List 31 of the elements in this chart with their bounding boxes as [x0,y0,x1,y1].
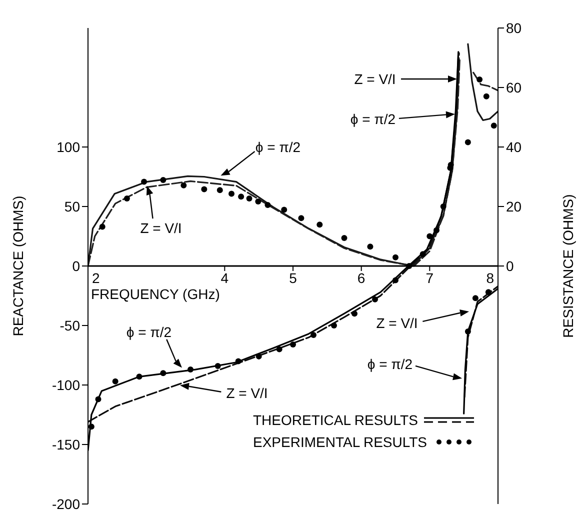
legend-label: EXPERIMENTAL RESULTS [253,433,428,452]
y2-axis-title: RESISTANCE (OHMS) [560,194,576,338]
annotation: ϕ = π/2 [350,111,396,127]
y-tick-label: -50 [60,317,80,334]
x-tick-label: 6 [357,270,366,286]
annotation: ϕ = π/2 [255,139,301,155]
y-tick-label: 0 [72,258,80,274]
y2-tick-label: 0 [506,258,514,274]
y-tick-label: 100 [56,138,80,155]
legend-label: THEORETICAL RESULTS [253,411,418,430]
y2-tick-label: 20 [506,198,522,214]
y2-tick-label: 80 [506,20,522,36]
y-axis-title: REACTANCE (OHMS) [10,196,26,336]
x-tick-label: 2 [92,270,100,286]
annotation: Z = V/I [376,315,418,331]
annotation: ϕ = π/2 [367,356,413,372]
y-tick-label: 50 [64,198,80,214]
annotation: Z = V/I [140,220,182,236]
x-tick-label: 7 [426,270,434,286]
y2-tick-label: 60 [506,79,522,96]
annotation: Z = V/I [354,71,396,87]
x-tick-label: 4 [220,270,229,286]
y2-tick-label: 40 [506,138,522,155]
x-tick-label: 8 [486,270,494,286]
y-tick-label: -150 [52,436,80,452]
x-tick-label: 5 [289,270,298,286]
annotation: Z = V/I [226,385,268,401]
annotation: ϕ = π/2 [126,324,172,340]
y-tick-label: -200 [52,496,80,512]
x-axis-title: FREQUENCY (GHz) [91,286,220,302]
y-tick-label: -100 [52,376,80,393]
